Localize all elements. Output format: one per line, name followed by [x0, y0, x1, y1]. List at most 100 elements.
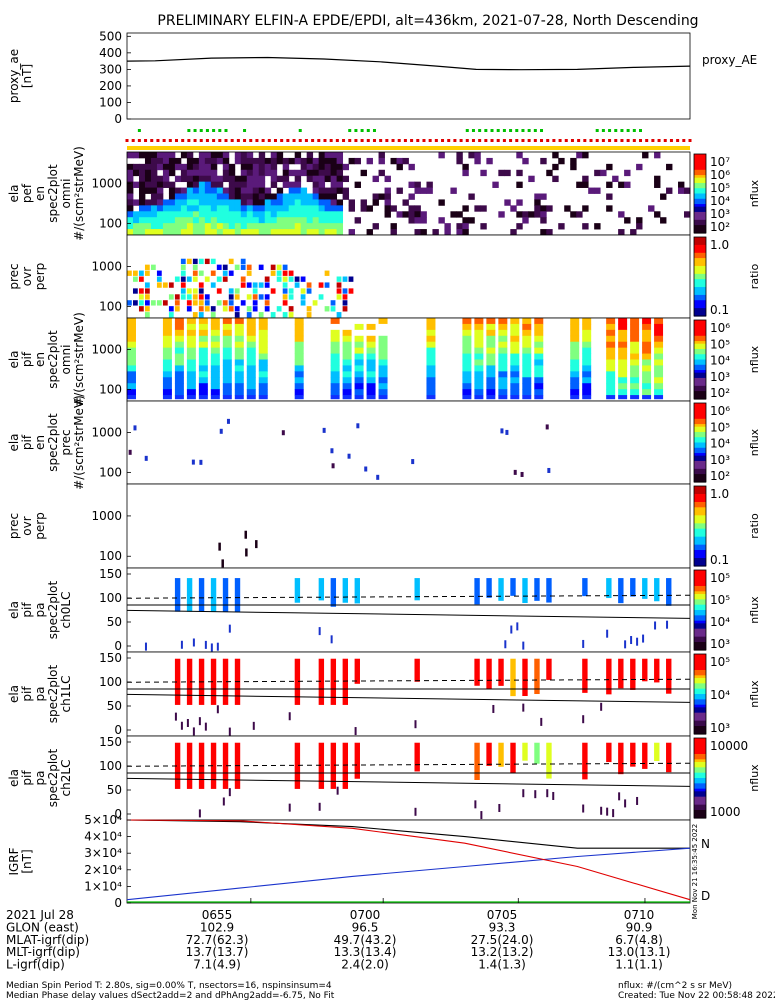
- heat-cell: [138, 211, 146, 218]
- anti-loss-cone-line: [126, 693, 691, 703]
- heat-cell: [282, 229, 290, 236]
- colorbar-segment: [694, 560, 706, 564]
- heat-cell: [246, 270, 252, 276]
- heat-cell: [150, 223, 158, 230]
- colorbar-segment: [694, 623, 706, 627]
- heat-cell: [150, 163, 158, 171]
- heat-cell: [384, 187, 391, 194]
- status-red-tick: [632, 139, 636, 142]
- heat-cell: [300, 169, 308, 177]
- status-red-tick: [298, 139, 302, 142]
- heat-cell: [372, 193, 379, 200]
- colorbar-segment: [694, 754, 706, 758]
- heat-cell: [570, 211, 577, 218]
- heat-cell: [594, 169, 601, 177]
- colorbar-segment: [694, 552, 706, 556]
- heat-cell: [198, 270, 204, 276]
- heat-cell: [276, 152, 284, 159]
- heat-cell: [330, 211, 338, 218]
- heat-cell: [606, 163, 613, 171]
- heat-cell: [282, 270, 288, 276]
- axis-table-value: 72.7(62.3): [186, 933, 249, 947]
- heat-cell: [322, 427, 326, 433]
- heat-cell: [258, 294, 264, 300]
- colorbar-segment: [694, 591, 706, 595]
- heat-cell: [288, 205, 296, 212]
- heat-cell: [246, 211, 254, 218]
- heat-cell: [174, 389, 184, 396]
- heat-cell: [270, 181, 278, 188]
- colorbar-segment: [694, 279, 706, 283]
- heat-cell: [390, 223, 397, 230]
- heat-cell: [132, 163, 140, 171]
- heat-cell: [270, 211, 278, 218]
- heat-cell: [198, 323, 208, 331]
- status-green-tick: [354, 129, 358, 132]
- status-red-tick: [403, 139, 407, 142]
- heat-cell: [258, 365, 268, 372]
- heat-cell: [150, 199, 158, 206]
- colorbar-segment: [694, 169, 706, 174]
- heat-cell: [162, 229, 170, 236]
- heat-cell: [210, 169, 218, 177]
- status-red-tick: [459, 139, 463, 142]
- heat-cell: [234, 578, 241, 612]
- heat-cell: [246, 169, 254, 177]
- heat-cell: [168, 217, 176, 224]
- heat-cell: [186, 223, 194, 230]
- heat-cell: [210, 318, 220, 325]
- heat-cell: [204, 306, 210, 312]
- heat-cell: [210, 347, 220, 354]
- heat-cell: [246, 341, 256, 349]
- heat-cell: [168, 152, 176, 159]
- colorbar-segment: [694, 159, 706, 163]
- heat-cell: [210, 223, 218, 230]
- heat-cell: [684, 187, 691, 194]
- heat-cell: [186, 329, 196, 337]
- colorbar-segment: [694, 180, 706, 184]
- colorbar-segment: [694, 642, 706, 646]
- colorbar-segment: [694, 720, 706, 724]
- colorbar-segment: [694, 626, 706, 630]
- heat-cell: [222, 318, 232, 325]
- heat-cell: [336, 288, 342, 294]
- heat-cell: [127, 181, 134, 188]
- status-red-tick: [286, 139, 290, 142]
- colorbar-tick-label: 10⁵: [710, 181, 730, 195]
- heat-cell: [168, 223, 176, 230]
- heat-cell: [486, 383, 496, 390]
- colorbar-segment: [694, 287, 706, 291]
- heat-cell: [534, 329, 544, 337]
- heat-cell: [498, 359, 508, 366]
- heat-cell: [246, 323, 256, 331]
- heat-cell: [264, 276, 270, 282]
- heat-cell: [234, 306, 240, 312]
- ytick-label: 0: [114, 807, 122, 821]
- status-red-tick: [645, 139, 649, 142]
- heat-cell: [270, 205, 278, 212]
- colorbar-segment: [694, 320, 706, 324]
- heat-cell: [426, 329, 436, 337]
- heat-cell: [210, 211, 218, 218]
- colorbar-segment: [694, 654, 706, 658]
- heat-cell: [366, 329, 376, 337]
- heat-cell: [630, 229, 637, 236]
- heat-cell: [498, 335, 508, 343]
- heat-cell: [218, 542, 221, 551]
- heat-cell: [534, 365, 544, 372]
- heat-cell: [282, 282, 288, 288]
- heat-cell: [354, 395, 364, 400]
- heat-cell: [168, 163, 176, 171]
- heat-cell: [234, 335, 244, 343]
- heat-cell: [162, 341, 172, 349]
- heat-cell: [348, 276, 354, 282]
- heat-cell: [468, 217, 475, 224]
- heat-cell: [318, 187, 326, 194]
- heat-cell: [486, 359, 496, 366]
- colorbar-segment: [694, 177, 706, 181]
- heat-cell: [150, 169, 158, 177]
- heat-cell: [156, 187, 164, 194]
- heat-cell: [505, 429, 509, 435]
- status-red-tick: [174, 139, 178, 142]
